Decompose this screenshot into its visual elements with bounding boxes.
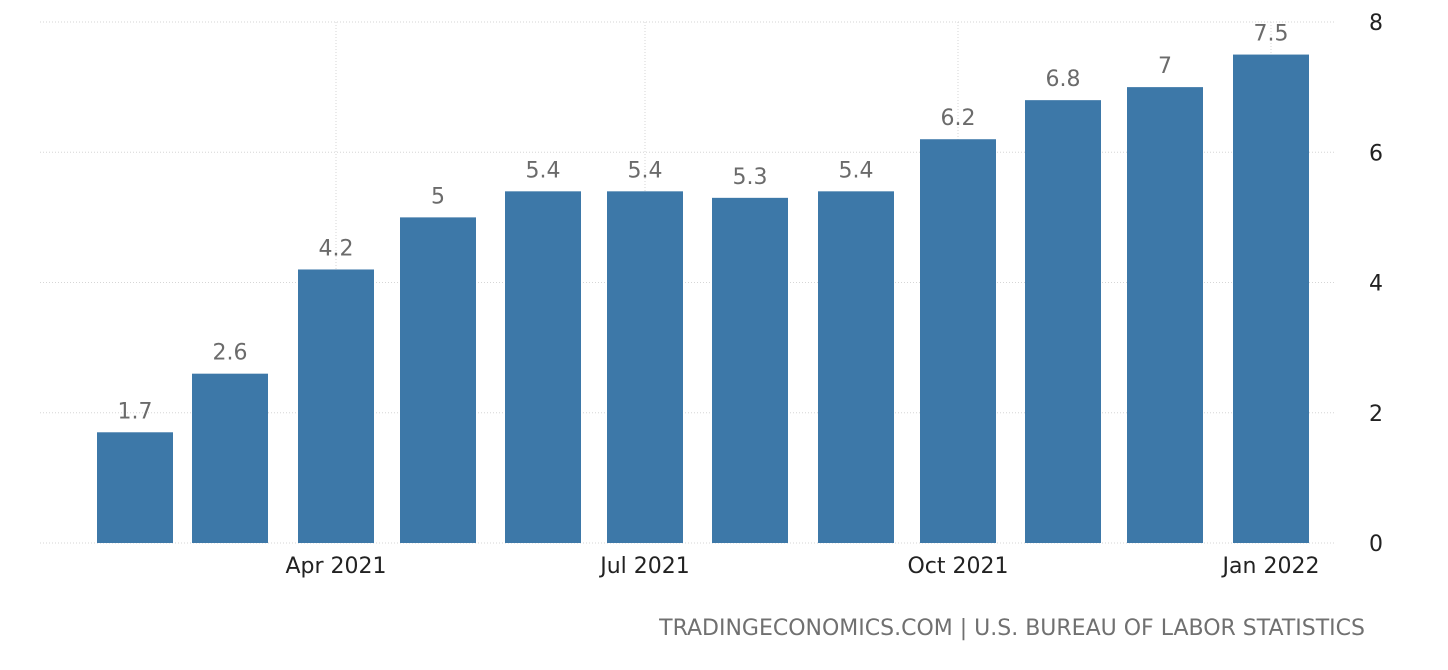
y-axis-ticks: 0 2 4 6 8 [1369,11,1383,557]
bar-value-label: 4.2 [319,236,354,261]
x-tick-label: Oct 2021 [907,554,1008,579]
bar [97,432,173,543]
bar [400,217,476,543]
bar-value-label: 7.5 [1254,22,1289,47]
bar-value-label: 1.7 [118,399,153,424]
y-tick-label: 2 [1369,402,1383,427]
bar-value-label: 5.4 [628,158,663,183]
x-axis-ticks: Apr 2021 Jul 2021 Oct 2021 Jan 2022 [285,554,1319,579]
y-tick-label: 6 [1369,141,1383,166]
y-tick-label: 4 [1369,272,1383,297]
source-attribution: TRADINGECONOMICS.COM | U.S. BUREAU OF LA… [658,616,1365,641]
bar [505,191,581,543]
bar [1233,54,1309,543]
bar [818,191,894,543]
x-tick-label: Jul 2021 [598,554,690,579]
y-tick-label: 0 [1369,532,1383,557]
bar [1025,100,1101,544]
bar [920,139,996,543]
y-tick-label: 8 [1369,11,1383,36]
bar-value-label: 5.3 [733,165,768,190]
bar-value-label: 6.8 [1046,67,1081,92]
bar [298,269,374,543]
x-tick-label: Jan 2022 [1221,554,1320,579]
bar [1127,87,1203,543]
value-labels: 1.7 2.6 4.2 5 5.4 5.4 5.3 5.4 6.2 6.8 7 7.5 [118,22,1289,425]
bar-value-label: 5 [431,184,445,209]
bars [97,54,1309,544]
x-tick-label: Apr 2021 [285,554,386,579]
bar-value-label: 2.6 [213,341,248,366]
bar [192,373,268,543]
bar-value-label: 7 [1158,54,1172,79]
bar [712,197,788,543]
bar-value-label: 5.4 [839,158,874,183]
bar [607,191,683,543]
bar-value-label: 5.4 [526,158,561,183]
bar-value-label: 6.2 [941,106,976,131]
